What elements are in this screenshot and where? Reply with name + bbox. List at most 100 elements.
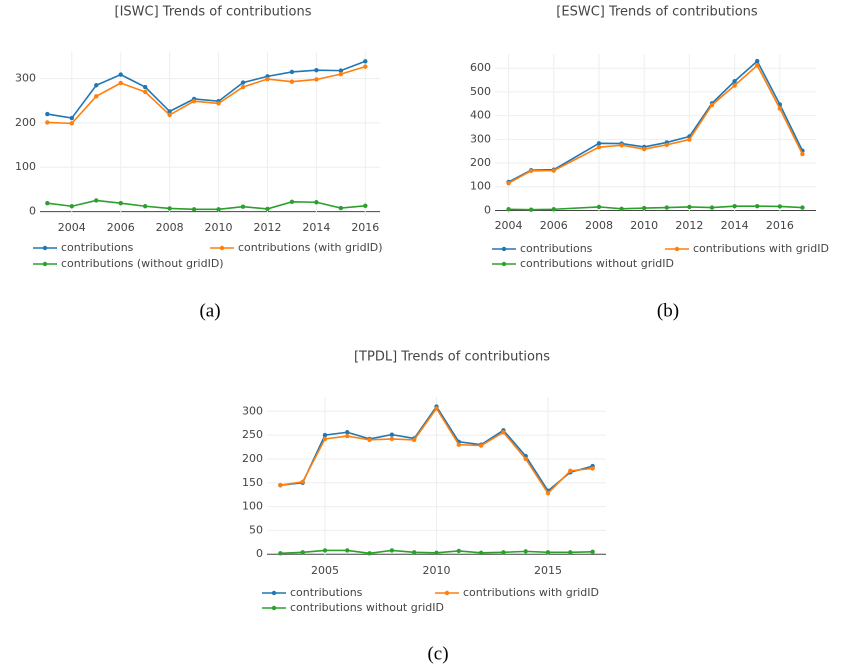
point bbox=[732, 79, 737, 84]
x-tick-label: 2006 bbox=[540, 219, 568, 232]
y-tick-label: 200 bbox=[470, 156, 491, 169]
x-tick-label: 2016 bbox=[766, 219, 794, 232]
point bbox=[777, 106, 783, 111]
point bbox=[551, 168, 556, 173]
x-tick-label: 2012 bbox=[253, 221, 281, 234]
point bbox=[216, 207, 221, 212]
y-tick-label: 0 bbox=[256, 547, 263, 560]
point bbox=[755, 58, 760, 64]
series-line bbox=[508, 59, 804, 183]
x-tick-label: 2014 bbox=[721, 219, 749, 232]
point bbox=[501, 430, 506, 435]
point bbox=[142, 84, 148, 90]
y-tick-label: 100 bbox=[15, 160, 36, 173]
point bbox=[314, 77, 319, 82]
point bbox=[732, 83, 737, 88]
point bbox=[528, 207, 534, 212]
point bbox=[167, 112, 172, 118]
point bbox=[278, 551, 283, 556]
point bbox=[191, 99, 197, 104]
point bbox=[478, 443, 484, 448]
y-tick-label: 400 bbox=[470, 109, 491, 122]
point bbox=[590, 549, 595, 555]
x-tick-label: 2005 bbox=[311, 564, 339, 577]
y-tick-label: 0 bbox=[29, 205, 36, 218]
series-line bbox=[47, 65, 366, 125]
point bbox=[456, 442, 462, 447]
series-line bbox=[47, 60, 366, 119]
point bbox=[240, 80, 246, 85]
caption: (a) bbox=[199, 300, 220, 321]
point bbox=[191, 207, 197, 212]
y-tick-label: 300 bbox=[470, 132, 491, 145]
point bbox=[142, 89, 148, 95]
series-line bbox=[47, 199, 366, 211]
point bbox=[363, 203, 368, 209]
point bbox=[641, 146, 647, 152]
point bbox=[240, 84, 246, 90]
x-tick-label: 2008 bbox=[156, 221, 184, 234]
point bbox=[619, 206, 624, 211]
caption: (b) bbox=[657, 300, 679, 321]
point bbox=[314, 67, 319, 73]
point bbox=[411, 550, 417, 555]
point bbox=[389, 436, 395, 442]
legend-marker bbox=[271, 590, 277, 596]
point bbox=[411, 437, 417, 443]
point bbox=[167, 206, 172, 211]
point bbox=[118, 80, 123, 86]
point bbox=[45, 200, 50, 206]
point bbox=[367, 551, 372, 556]
x-tick-label: 2012 bbox=[675, 219, 703, 232]
y-tick-label: 300 bbox=[15, 72, 36, 85]
point bbox=[800, 151, 805, 157]
point bbox=[289, 199, 295, 205]
legend-label: contributions with gridID bbox=[463, 586, 599, 599]
point bbox=[118, 72, 123, 77]
point bbox=[45, 120, 50, 125]
point bbox=[363, 64, 368, 69]
point bbox=[664, 205, 670, 210]
point bbox=[523, 549, 528, 554]
point bbox=[389, 548, 395, 553]
point bbox=[456, 548, 462, 554]
point bbox=[265, 206, 270, 212]
x-tick-label: 2010 bbox=[205, 221, 233, 234]
x-tick-label: 2008 bbox=[585, 219, 613, 232]
legend-label: contributions (without gridID) bbox=[61, 257, 224, 270]
point bbox=[69, 121, 74, 126]
y-tick-label: 150 bbox=[242, 476, 263, 489]
point bbox=[367, 437, 372, 443]
y-tick-label: 600 bbox=[470, 61, 491, 74]
x-tick-label: 2014 bbox=[302, 221, 330, 234]
legend-label: contributions (with gridID) bbox=[238, 241, 383, 254]
legend-marker bbox=[444, 590, 450, 596]
legend-marker bbox=[219, 245, 225, 251]
chart-title: [TPDL] Trends of contributions bbox=[354, 350, 550, 365]
point bbox=[265, 76, 270, 82]
legend-label: contributions bbox=[520, 242, 593, 255]
y-tick-label: 250 bbox=[242, 428, 263, 441]
point bbox=[545, 550, 551, 555]
point bbox=[338, 205, 344, 211]
point bbox=[596, 141, 602, 146]
point bbox=[216, 101, 221, 106]
point bbox=[596, 144, 602, 150]
chart-title: [ESWC] Trends of contributions bbox=[556, 5, 758, 20]
point bbox=[709, 102, 715, 108]
point bbox=[322, 436, 328, 442]
point bbox=[345, 548, 350, 553]
x-tick-label: 2015 bbox=[534, 564, 562, 577]
y-tick-label: 300 bbox=[242, 404, 263, 417]
x-tick-label: 2004 bbox=[495, 219, 523, 232]
point bbox=[289, 69, 295, 75]
legend-marker bbox=[42, 245, 48, 251]
point bbox=[755, 203, 760, 209]
legend-marker bbox=[501, 246, 507, 252]
point bbox=[289, 79, 295, 84]
legend-label: contributions with gridID bbox=[693, 242, 829, 255]
point bbox=[345, 430, 350, 435]
point bbox=[118, 200, 123, 206]
chart-title: [ISWC] Trends of contributions bbox=[115, 5, 312, 20]
